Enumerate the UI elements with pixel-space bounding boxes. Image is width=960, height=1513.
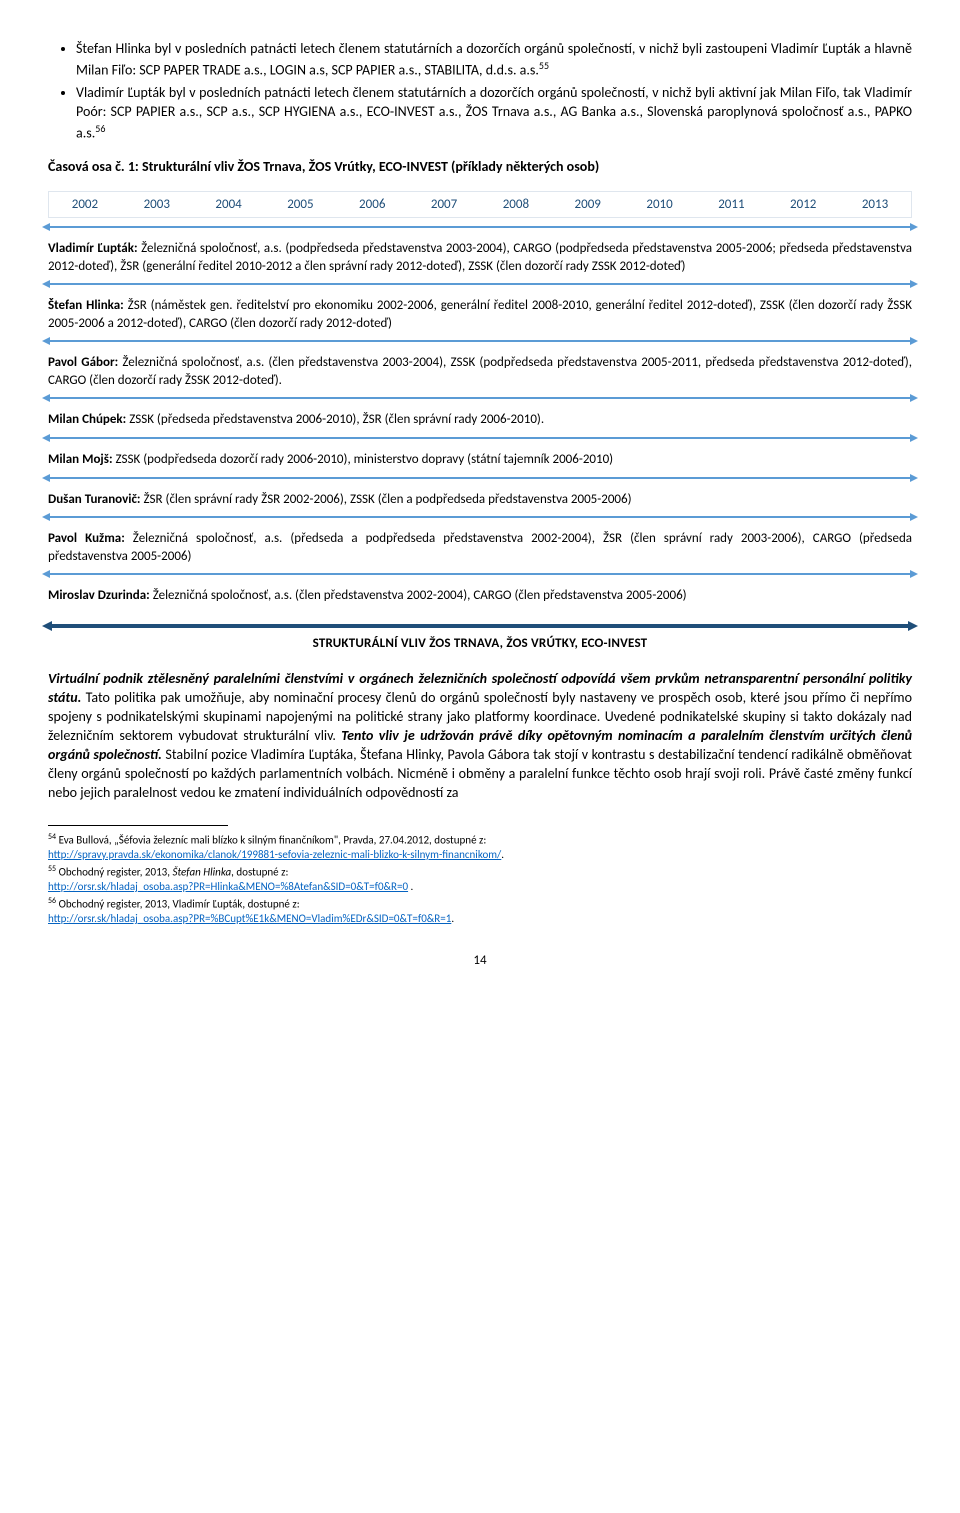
person-5-name: Dušan Turanovič: (48, 492, 141, 507)
arrow-5 (48, 514, 912, 520)
arrow-top (48, 224, 912, 230)
fn-55-link[interactable]: http://orsr.sk/hladaj_osoba.asp?PR=Hlink… (48, 880, 408, 893)
after-s4: Stabilní pozice Vladimíra Ľuptáka, Štefa… (48, 746, 912, 801)
person-2-desc: Železničná spoločnosť, a.s. (člen předst… (48, 355, 912, 388)
person-0-desc: Železničná spoločnosť, a.s. (podpředseda… (48, 241, 912, 274)
bullet-2-sup: 56 (95, 122, 105, 135)
fn-56-tail: . (451, 912, 454, 925)
timeline-heading: Časová osa č. 1: Strukturální vliv ŽOS T… (48, 158, 912, 177)
person-4-name: Milan Mojš: (48, 452, 113, 467)
arrow-2 (48, 395, 912, 401)
year-6: 2008 (480, 192, 552, 218)
person-4-desc: ZSSK (podpředseda dozorčí rady 2006-2010… (113, 452, 614, 467)
arrow-1 (48, 338, 912, 344)
year-5: 2007 (408, 192, 480, 218)
timeline-wrap: 2002 2003 2004 2005 2006 2007 2008 2009 … (48, 191, 912, 653)
person-1-desc: ŽSR (náměstek gen. ředitelství pro ekono… (48, 298, 912, 331)
after-paragraph: Virtuální podnik ztělesněný paralelními … (48, 670, 912, 802)
fn-56-num: 56 (48, 896, 56, 906)
person-1-name: Štefan Hlinka: (48, 298, 124, 313)
year-1: 2003 (121, 192, 193, 218)
person-0-name: Vladimír Ľupták: (48, 241, 138, 256)
person-7-desc: Železničná spoločnosť, a.s. (člen předst… (150, 588, 687, 603)
arrow-4 (48, 475, 912, 481)
year-3: 2005 (264, 192, 336, 218)
person-6-name: Pavol Kužma: (48, 531, 125, 546)
fn-54-link[interactable]: http://spravy.pravda.sk/ekonomika/clanok… (48, 848, 501, 861)
arrow-thick (48, 623, 912, 629)
fn-55-text: Obchodný register, 2013, (59, 865, 173, 878)
person-4: Milan Mojš: ZSSK (podpředseda dozorčí ra… (48, 451, 912, 469)
year-0: 2002 (49, 192, 121, 218)
page-number: 14 (48, 952, 912, 970)
person-6-desc: Železničná spoločnosť, a.s. (předseda a … (48, 531, 912, 564)
person-2: Pavol Gábor: Železničná spoločnosť, a.s.… (48, 354, 912, 389)
year-2: 2004 (193, 192, 265, 218)
arrow-6 (48, 571, 912, 577)
bullet-2: Vladimír Ľupták byl v posledních patnáct… (76, 84, 912, 143)
arrow-3 (48, 435, 912, 441)
intro-bullets: Štefan Hlinka byl v posledních patnácti … (48, 40, 912, 144)
struct-label: STRUKTURÁLNÍ VLIV ŽOS TRNAVA, ŽOS VRÚTKY… (48, 635, 912, 653)
person-5: Dušan Turanovič: ŽSR (člen správní rady … (48, 491, 912, 509)
year-8: 2010 (624, 192, 696, 218)
footnote-54: 54 Eva Bullová, „Šéfovia železníc mali b… (48, 832, 912, 862)
person-6: Pavol Kužma: Železničná spoločnosť, a.s.… (48, 530, 912, 565)
footnote-separator (48, 825, 228, 826)
year-9: 2011 (695, 192, 767, 218)
footnote-56: 56 Obchodný register, 2013, Vladimír Ľup… (48, 896, 912, 926)
person-5-desc: ŽSR (člen správní rady ŽSR 2002-2006), Z… (141, 492, 632, 507)
person-7-name: Miroslav Dzurinda: (48, 588, 150, 603)
person-0: Vladimír Ľupták: Železničná spoločnosť, … (48, 240, 912, 275)
bullet-2-text: Vladimír Ľupták byl v posledních patnáct… (76, 84, 912, 141)
timeline-years: 2002 2003 2004 2005 2006 2007 2008 2009 … (48, 191, 912, 219)
bullet-1-text: Štefan Hlinka byl v posledních patnácti … (76, 40, 912, 79)
fn-55-text2: , dostupné z: (231, 865, 288, 878)
year-10: 2012 (767, 192, 839, 218)
fn-55-ital: Štefan Hlinka (172, 865, 231, 878)
year-7: 2009 (552, 192, 624, 218)
fn-54-text: Eva Bullová, „Šéfovia železníc mali blíz… (59, 833, 487, 846)
fn-56-text: Obchodný register, 2013, Vladimír Ľupták… (59, 898, 300, 911)
person-7: Miroslav Dzurinda: Železničná spoločnosť… (48, 587, 912, 605)
person-3: Milan Chúpek: ZSSK (předseda představens… (48, 411, 912, 429)
person-3-name: Milan Chúpek: (48, 412, 126, 427)
bullet-1-sup: 55 (539, 59, 549, 72)
person-1: Štefan Hlinka: ŽSR (náměstek gen. ředite… (48, 297, 912, 332)
fn-55-tail: . (408, 880, 413, 893)
arrow-0 (48, 281, 912, 287)
fn-56-link[interactable]: http://orsr.sk/hladaj_osoba.asp?PR=%BCup… (48, 912, 451, 925)
fn-54-num: 54 (48, 832, 56, 842)
fn-55-num: 55 (48, 864, 56, 874)
fn-54-tail: . (501, 848, 504, 861)
bullet-1: Štefan Hlinka byl v posledních patnácti … (76, 40, 912, 80)
person-2-name: Pavol Gábor: (48, 355, 118, 370)
year-11: 2013 (839, 192, 911, 218)
footnotes: 54 Eva Bullová, „Šéfovia železníc mali b… (48, 832, 912, 927)
person-3-desc: ZSSK (předseda představenstva 2006-2010)… (126, 412, 544, 427)
footnote-55: 55 Obchodný register, 2013, Štefan Hlink… (48, 864, 912, 894)
year-4: 2006 (336, 192, 408, 218)
